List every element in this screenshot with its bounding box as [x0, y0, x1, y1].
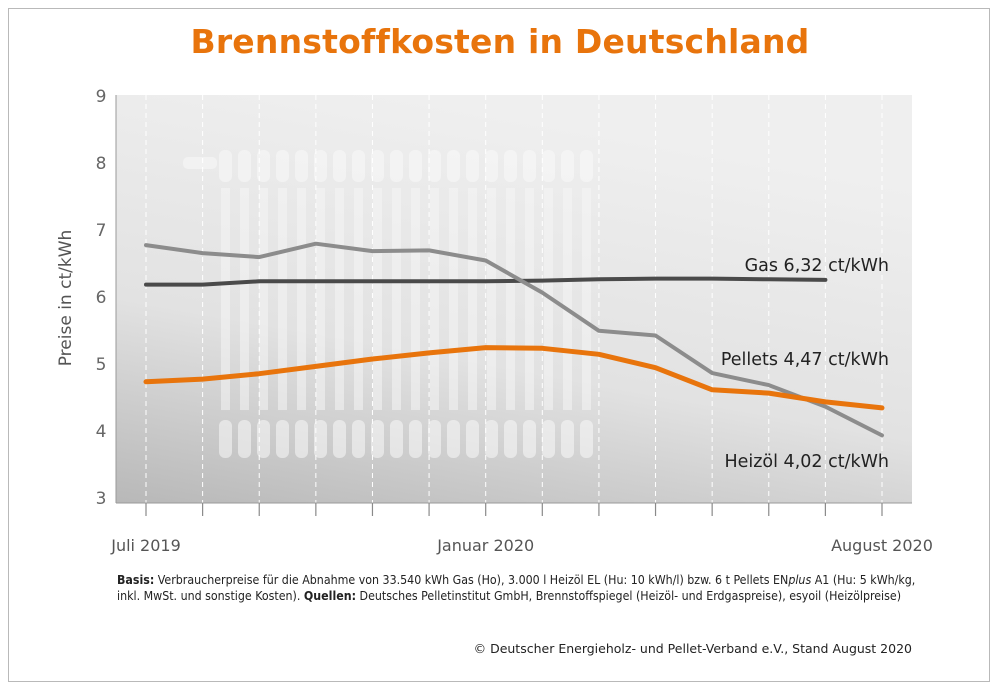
y-axis-label: Preise in ct/kWh: [56, 230, 76, 367]
basis-text: Verbraucherpreise für die Abnahme von 33…: [154, 573, 789, 587]
series-line-pellets: [143, 345, 885, 411]
chart-title: Brennstoffkosten in Deutschland: [190, 22, 810, 61]
basis-text-2: A1 (Hu: 5 kWh/kg, inkl. MwSt. und sonsti…: [117, 573, 916, 603]
x-tick-label: Januar 2020: [436, 536, 534, 555]
series-line-gas: [144, 276, 828, 287]
y-tick-label: 5: [96, 355, 107, 375]
series-label-gas: Gas 6,32 ct/kWh: [745, 256, 889, 276]
copyright: © Deutscher Energieholz- und Pellet-Verb…: [473, 641, 912, 656]
basis-label: Basis:: [117, 573, 155, 587]
sources-label: Quellen:: [303, 589, 357, 603]
y-tick-label: 4: [96, 422, 107, 442]
plus-text: plus: [788, 573, 812, 587]
radiator-illustration: [183, 150, 593, 458]
x-tick-label: August 2020: [831, 536, 933, 555]
series-line-heizoel: [144, 241, 884, 438]
x-tick-label: Juli 2019: [110, 536, 181, 555]
series-label-pellets: Pellets 4,47 ct/kWh: [721, 350, 889, 370]
footnote: Basis: Verbraucherpreise für die Abnahme…: [117, 572, 917, 604]
sources-text: Deutsches Pelletinstitut GmbH, Brennstof…: [356, 589, 902, 603]
y-tick-label: 3: [96, 489, 107, 509]
y-tick-label: 7: [96, 221, 107, 241]
y-tick-label: 8: [96, 154, 107, 174]
y-tick-label: 6: [96, 288, 107, 308]
series-label-heizoel: Heizöl 4,02 ct/kWh: [724, 452, 889, 472]
y-tick-label: 9: [96, 87, 107, 107]
